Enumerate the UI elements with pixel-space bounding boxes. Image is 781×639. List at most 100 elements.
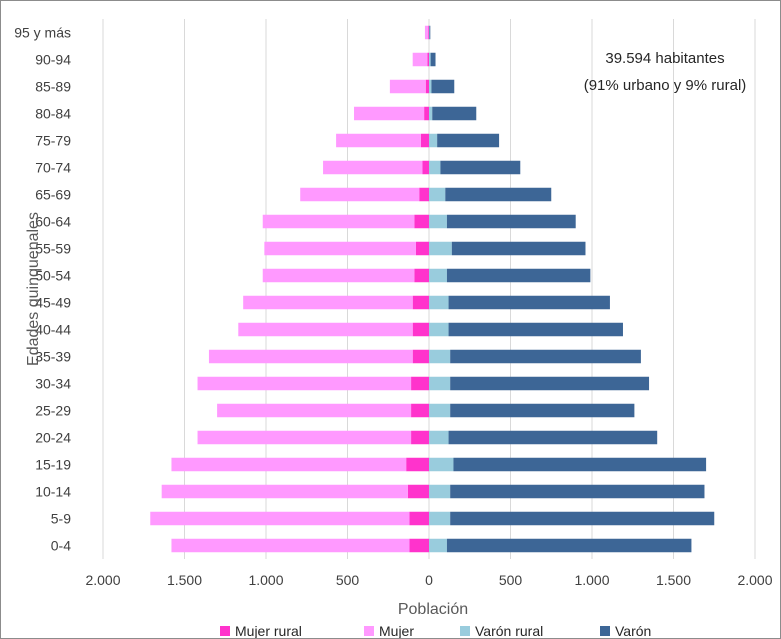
y-tick-label-65-69: 65-69 <box>35 187 71 203</box>
annotation-urban-rural: (91% urbano y 9% rural) <box>584 77 747 94</box>
bar-mujer-rural-40-44 <box>412 322 429 337</box>
bar-varon-45-49 <box>448 295 610 310</box>
bar-varon-rural-60-64 <box>429 214 447 229</box>
bar-varon-20-24 <box>448 430 658 445</box>
bar-varon-rural-25-29 <box>429 403 451 418</box>
bar-varon-85-89 <box>431 79 455 94</box>
bar-varon-35-39 <box>450 349 641 364</box>
x-tick-label-2: 1.000 <box>248 572 283 588</box>
bar-varon-rural-70-74 <box>429 160 441 175</box>
legend-label-varon-rural: Varón rural <box>475 623 543 638</box>
y-tick-label-10-14: 10-14 <box>35 484 71 500</box>
bar-mujer-rural-85-89 <box>425 79 429 94</box>
bar-varon-70-74 <box>440 160 521 175</box>
bar-varon-rural-5-9 <box>429 511 451 526</box>
annotation-total: 39.594 habitantes <box>605 50 724 67</box>
y-tick-label-75-79: 75-79 <box>35 133 71 149</box>
bar-mujer-rural-50-54 <box>414 268 429 283</box>
legend-swatch-varon-rural <box>460 626 470 636</box>
y-tick-label-60-64: 60-64 <box>35 214 71 230</box>
bar-mujer-85-89 <box>389 79 426 94</box>
x-tick-label-1: 1.500 <box>167 572 202 588</box>
bar-mujer-rural-20-24 <box>411 430 429 445</box>
x-tick-label-0: 2.000 <box>85 572 120 588</box>
bar-mujer-rural-90-94 <box>427 52 429 67</box>
bar-mujer-60-64 <box>262 214 415 229</box>
bar-mujer-35-39 <box>208 349 413 364</box>
y-tick-label-35-39: 35-39 <box>35 349 71 365</box>
y-tick-label-45-49: 45-49 <box>35 295 71 311</box>
y-tick-label-50-54: 50-54 <box>35 268 71 284</box>
bar-varon-50-54 <box>446 268 591 283</box>
y-tick-label-20-24: 20-24 <box>35 430 71 446</box>
bar-varon-rural-20-24 <box>429 430 449 445</box>
bar-varon-rural-65-69 <box>429 187 446 202</box>
y-tick-label-25-29: 25-29 <box>35 403 71 419</box>
y-tick-label-5-9: 5-9 <box>51 511 71 527</box>
bar-mujer-45-49 <box>243 295 413 310</box>
bar-varon-rural-40-44 <box>429 322 449 337</box>
x-tick-label-6: 1.000 <box>574 572 609 588</box>
bar-mujer-65-69 <box>300 187 420 202</box>
bar-mujer-30-34 <box>197 376 412 391</box>
bar-mujer-25-29 <box>217 403 412 418</box>
y-tick-label-95-y-mas: 95 y más <box>14 25 71 41</box>
bar-mujer-75-79 <box>336 133 421 148</box>
bar-mujer-10-14 <box>161 484 408 499</box>
bar-mujer-90-94 <box>412 52 428 67</box>
bar-varon-90-94 <box>430 52 436 67</box>
bar-mujer-rural-30-34 <box>411 376 429 391</box>
legend-label-mujer: Mujer <box>379 623 414 638</box>
bar-varon-rural-15-19 <box>429 457 454 472</box>
bar-mujer-5-9 <box>150 511 410 526</box>
bar-varon-rural-45-49 <box>429 295 449 310</box>
bar-varon-rural-0-4 <box>429 538 447 553</box>
y-axis-title: Edades quinquenales <box>25 212 42 366</box>
y-tick-label-0-4: 0-4 <box>51 538 71 554</box>
bar-mujer-rural-95-y-mas <box>428 25 429 40</box>
bar-varon-65-69 <box>445 187 552 202</box>
y-tick-label-70-74: 70-74 <box>35 160 71 176</box>
bar-varon-25-29 <box>450 403 635 418</box>
grid-layer <box>102 19 756 559</box>
bar-varon-rural-85-89 <box>429 79 432 94</box>
bar-mujer-15-19 <box>171 457 407 472</box>
legend: Mujer rural Mujer Varón rural Varón <box>220 623 651 638</box>
bar-varon-80-84 <box>432 106 477 121</box>
bar-mujer-95-y-mas <box>424 25 429 40</box>
bar-mujer-rural-25-29 <box>411 403 429 418</box>
bar-mujer-rural-45-49 <box>412 295 429 310</box>
bar-varon-5-9 <box>450 511 715 526</box>
bar-varon-75-79 <box>437 133 500 148</box>
bar-mujer-rural-60-64 <box>414 214 429 229</box>
bar-mujer-rural-0-4 <box>409 538 429 553</box>
bar-varon-rural-80-84 <box>429 106 433 121</box>
x-tick-label-3: 500 <box>336 572 360 588</box>
bar-mujer-rural-70-74 <box>422 160 429 175</box>
y-tick-label-15-19: 15-19 <box>35 457 71 473</box>
bar-mujer-55-59 <box>264 241 416 256</box>
legend-swatch-mujer <box>364 626 374 636</box>
y-tick-label-55-59: 55-59 <box>35 241 71 257</box>
y-tick-label-90-94: 90-94 <box>35 52 71 68</box>
bar-varon-15-19 <box>453 457 707 472</box>
y-tick-label-80-84: 80-84 <box>35 106 71 122</box>
bar-mujer-80-84 <box>354 106 425 121</box>
y-tick-label-30-34: 30-34 <box>35 376 71 392</box>
bar-varon-60-64 <box>446 214 576 229</box>
bar-varon-40-44 <box>448 322 623 337</box>
bar-mujer-rural-10-14 <box>407 484 429 499</box>
bar-mujer-rural-35-39 <box>412 349 429 364</box>
x-tick-labels: 2.000 1.500 1.000 500 0 500 1.000 1.500 2.000 <box>85 572 772 588</box>
bar-mujer-rural-65-69 <box>419 187 429 202</box>
bar-mujer-rural-75-79 <box>420 133 429 148</box>
bar-varon-rural-30-34 <box>429 376 451 391</box>
bars-layer <box>150 25 715 553</box>
bar-mujer-40-44 <box>238 322 413 337</box>
x-tick-label-5: 500 <box>499 572 523 588</box>
bar-varon-rural-35-39 <box>429 349 451 364</box>
bar-varon-95-y-mas <box>429 25 431 40</box>
y-tick-labels: 0-4 5-9 10-14 15-19 20-24 25-29 30-34 35-39 40-4… <box>14 25 71 554</box>
